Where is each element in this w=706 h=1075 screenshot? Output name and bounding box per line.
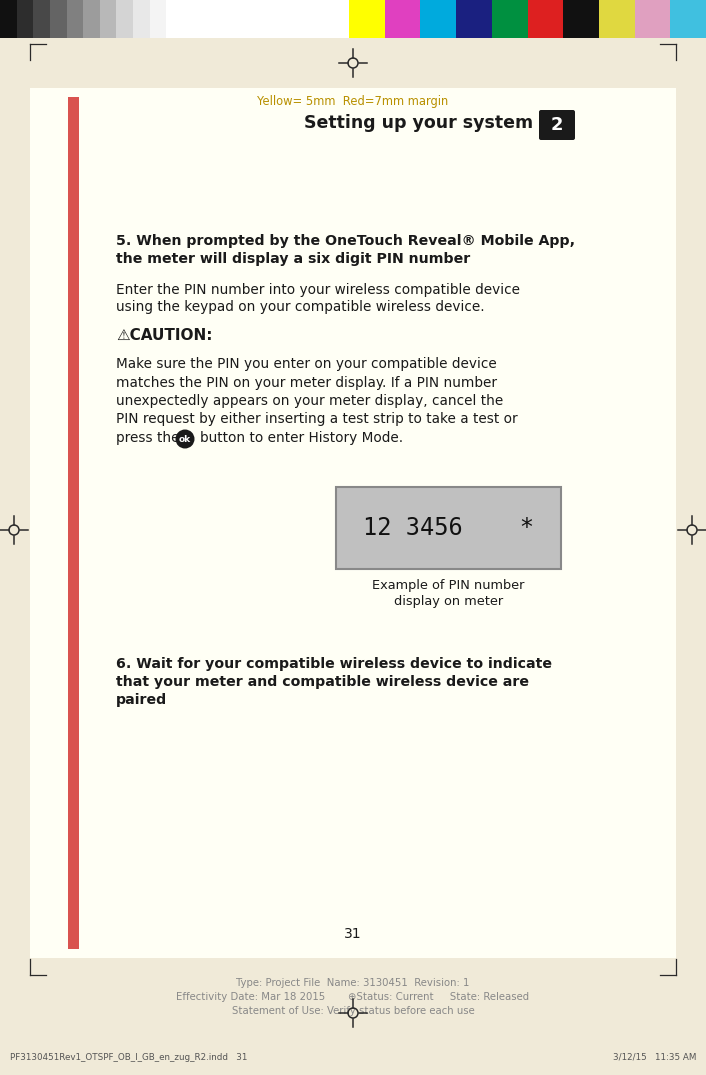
Text: Effectivity Date: Mar 18 2015       ⊕Status: Current     State: Released: Effectivity Date: Mar 18 2015 ⊕Status: C… xyxy=(176,992,530,1002)
Text: button to enter History Mode.: button to enter History Mode. xyxy=(200,431,403,445)
Text: press the: press the xyxy=(116,431,179,445)
Text: 5. When prompted by the OneTouch Reveal® Mobile App,: 5. When prompted by the OneTouch Reveal®… xyxy=(116,234,575,248)
Text: Statement of Use: Verify status before each use: Statement of Use: Verify status before e… xyxy=(232,1006,474,1016)
Text: ok: ok xyxy=(179,434,191,444)
Bar xyxy=(420,0,456,38)
Bar xyxy=(133,0,150,38)
Text: 12 3456    *: 12 3456 * xyxy=(363,516,534,540)
Text: matches the PIN on your meter display. If a PIN number: matches the PIN on your meter display. I… xyxy=(116,375,497,389)
Bar xyxy=(100,0,116,38)
Text: that your meter and compatible wireless device are: that your meter and compatible wireless … xyxy=(116,675,529,689)
Bar xyxy=(17,0,33,38)
Bar xyxy=(33,0,50,38)
Bar xyxy=(116,0,133,38)
Text: PF3130451Rev1_OTSPF_OB_I_GB_en_zug_R2.indd   31: PF3130451Rev1_OTSPF_OB_I_GB_en_zug_R2.in… xyxy=(10,1054,247,1062)
Text: PIN request by either inserting a test strip to take a test or: PIN request by either inserting a test s… xyxy=(116,413,517,427)
Bar xyxy=(183,0,349,38)
Circle shape xyxy=(176,430,194,448)
Bar xyxy=(50,0,66,38)
FancyBboxPatch shape xyxy=(539,110,575,140)
Text: Enter the PIN number into your wireless compatible device: Enter the PIN number into your wireless … xyxy=(116,283,520,297)
Bar xyxy=(336,487,561,569)
Text: Yellow= 5mm  Red=7mm margin: Yellow= 5mm Red=7mm margin xyxy=(258,95,448,108)
Bar xyxy=(349,0,385,38)
Text: Type: Project File  Name: 3130451  Revision: 1: Type: Project File Name: 3130451 Revisio… xyxy=(237,978,469,988)
Bar xyxy=(456,0,492,38)
Text: paired: paired xyxy=(116,693,167,707)
Bar xyxy=(492,0,527,38)
Bar xyxy=(0,0,17,38)
Text: using the keypad on your compatible wireless device.: using the keypad on your compatible wire… xyxy=(116,300,484,314)
Text: Setting up your system: Setting up your system xyxy=(304,114,533,132)
Text: 6. Wait for your compatible wireless device to indicate: 6. Wait for your compatible wireless dev… xyxy=(116,657,552,671)
Bar xyxy=(167,0,183,38)
Bar xyxy=(66,0,83,38)
Text: 31: 31 xyxy=(345,927,361,941)
Text: 2: 2 xyxy=(551,116,563,134)
Bar xyxy=(83,0,100,38)
Text: display on meter: display on meter xyxy=(394,594,503,608)
Text: ⚠CAUTION:: ⚠CAUTION: xyxy=(116,328,213,343)
Text: Make sure the PIN you enter on your compatible device: Make sure the PIN you enter on your comp… xyxy=(116,357,497,371)
Bar xyxy=(68,97,79,949)
Bar xyxy=(385,0,420,38)
Bar xyxy=(150,0,167,38)
Bar xyxy=(635,0,670,38)
Bar xyxy=(599,0,635,38)
Text: 3/12/15   11:35 AM: 3/12/15 11:35 AM xyxy=(613,1054,696,1062)
Bar xyxy=(527,0,563,38)
Text: unexpectedly appears on your meter display, cancel the: unexpectedly appears on your meter displ… xyxy=(116,395,503,408)
Bar xyxy=(30,88,676,958)
Text: Example of PIN number: Example of PIN number xyxy=(372,579,525,592)
Bar xyxy=(670,0,706,38)
Text: the meter will display a six digit PIN number: the meter will display a six digit PIN n… xyxy=(116,252,470,266)
Bar xyxy=(563,0,599,38)
